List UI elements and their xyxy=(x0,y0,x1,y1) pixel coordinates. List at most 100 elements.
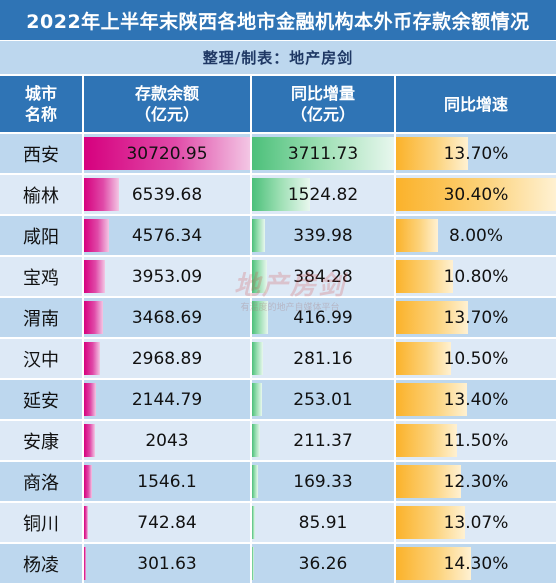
rate-bar xyxy=(396,178,556,211)
deposit-value: 2043 xyxy=(145,430,189,451)
rate-value: 10.50% xyxy=(443,348,509,369)
cell-city: 咸阳 xyxy=(0,216,82,255)
city-label: 杨凌 xyxy=(23,554,59,576)
rate-value: 12.30% xyxy=(443,471,509,492)
cell-rate: 11.50% xyxy=(396,421,556,460)
city-label: 铜川 xyxy=(23,513,59,535)
cell-deposit: 3953.09 xyxy=(84,257,250,296)
cell-deposit: 4576.34 xyxy=(84,216,250,255)
cell-deposit: 2968.89 xyxy=(84,339,250,378)
growth-value: 211.37 xyxy=(293,430,353,451)
deposit-value: 6539.68 xyxy=(131,184,203,205)
deposit-value: 4576.34 xyxy=(131,225,203,246)
cell-growth: 85.91 xyxy=(252,503,394,542)
growth-bar xyxy=(252,219,265,252)
deposit-value: 3468.69 xyxy=(131,307,203,328)
cell-growth: 211.37 xyxy=(252,421,394,460)
cell-growth: 253.01 xyxy=(252,380,394,419)
deposit-bar xyxy=(84,465,93,498)
city-label: 商洛 xyxy=(23,472,59,494)
header-deposit-line2: （亿元） xyxy=(134,105,199,124)
header-growth-line2: （亿元） xyxy=(290,105,355,124)
rate-bar xyxy=(396,506,465,539)
growth-value: 169.33 xyxy=(293,471,353,492)
growth-value: 1524.82 xyxy=(287,184,359,205)
deposit-bar xyxy=(84,260,106,293)
cell-city: 渭南 xyxy=(0,298,82,337)
rate-value: 13.07% xyxy=(443,512,509,533)
city-label: 西安 xyxy=(23,144,59,166)
header-deposit: 存款余额 （亿元） xyxy=(84,76,250,132)
growth-bar xyxy=(252,424,261,457)
cell-deposit: 2144.79 xyxy=(84,380,250,419)
cell-rate: 13.07% xyxy=(396,503,556,542)
cell-growth: 1524.82 xyxy=(252,175,394,214)
page-title: 2022年上半年末陕西各地市金融机构本外币存款余额情况 xyxy=(0,0,556,40)
cell-rate: 10.80% xyxy=(396,257,556,296)
cell-city: 宝鸡 xyxy=(0,257,82,296)
cell-rate: 30.40% xyxy=(396,175,556,214)
deposit-value: 742.84 xyxy=(137,512,197,533)
deposit-bar xyxy=(84,219,109,252)
cell-rate: 10.50% xyxy=(396,339,556,378)
growth-value: 253.01 xyxy=(293,389,353,410)
rate-value: 14.30% xyxy=(443,553,509,574)
growth-bar xyxy=(252,383,262,416)
deposit-bar xyxy=(84,506,88,539)
cell-deposit: 30720.95 xyxy=(84,134,250,173)
cell-growth: 169.33 xyxy=(252,462,394,501)
cell-city: 延安 xyxy=(0,380,82,419)
cell-growth: 36.26 xyxy=(252,544,394,583)
city-label: 汉中 xyxy=(23,349,59,371)
header-rate-label: 同比增速 xyxy=(443,94,508,114)
city-label: 延安 xyxy=(23,390,59,412)
growth-bar xyxy=(252,260,267,293)
growth-value: 384.28 xyxy=(293,266,353,287)
city-label: 咸阳 xyxy=(23,226,59,248)
header-growth-line1: 同比增量 xyxy=(290,84,355,103)
page-subtitle: 整理/制表：地产房剑 xyxy=(0,41,556,74)
deposit-bar xyxy=(84,178,120,211)
header-deposit-line1: 存款余额 xyxy=(134,84,199,103)
city-label: 渭南 xyxy=(23,308,59,330)
growth-bar xyxy=(252,137,394,170)
growth-bar xyxy=(252,506,256,539)
city-label: 宝鸡 xyxy=(23,267,59,289)
cell-city: 杨凌 xyxy=(0,544,82,583)
cell-rate: 8.00% xyxy=(396,216,556,255)
rate-bar xyxy=(396,260,453,293)
rate-bar xyxy=(396,342,452,375)
cell-city: 西安 xyxy=(0,134,82,173)
rate-value: 10.80% xyxy=(443,266,509,287)
growth-value: 416.99 xyxy=(293,307,353,328)
cell-growth: 384.28 xyxy=(252,257,394,296)
rate-value: 11.50% xyxy=(443,430,509,451)
cell-city: 安康 xyxy=(0,421,82,460)
cell-growth: 339.98 xyxy=(252,216,394,255)
cell-growth: 3711.73 xyxy=(252,134,394,173)
rate-bar xyxy=(396,219,439,252)
deposit-value: 1546.1 xyxy=(137,471,197,492)
header-city-line2: 名称 xyxy=(24,105,57,124)
rate-value: 13.70% xyxy=(443,307,509,328)
city-label: 榆林 xyxy=(23,185,59,207)
rate-value: 30.40% xyxy=(443,184,509,205)
deposit-bar xyxy=(84,301,103,334)
rate-bar xyxy=(396,465,461,498)
cell-growth: 416.99 xyxy=(252,298,394,337)
deposit-bar xyxy=(84,547,86,580)
cell-growth: 281.16 xyxy=(252,339,394,378)
cell-deposit: 2043 xyxy=(84,421,250,460)
growth-bar xyxy=(252,178,311,211)
rate-bar xyxy=(396,137,469,170)
city-label: 安康 xyxy=(23,431,59,453)
rate-bar xyxy=(396,301,469,334)
growth-bar xyxy=(252,547,254,580)
growth-value: 339.98 xyxy=(293,225,353,246)
cell-city: 铜川 xyxy=(0,503,82,542)
deposit-bar xyxy=(84,383,96,416)
cell-deposit: 301.63 xyxy=(84,544,250,583)
deposit-value: 2144.79 xyxy=(131,389,203,410)
cell-rate: 13.40% xyxy=(396,380,556,419)
